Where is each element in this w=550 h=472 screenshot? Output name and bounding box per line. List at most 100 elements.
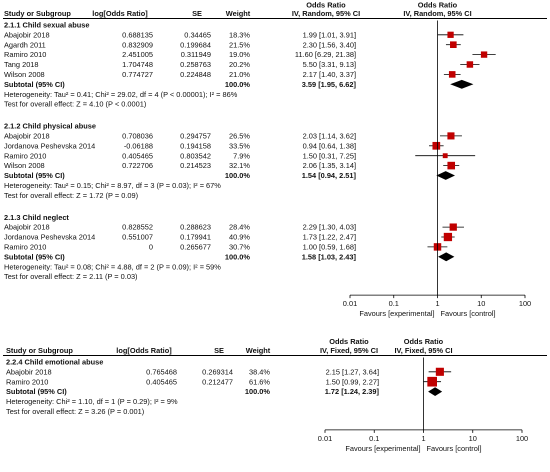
study-weight: 21.5%	[229, 40, 250, 49]
x-axis-tick-label: 0.1	[389, 299, 399, 308]
study-name: Ramiro 2010	[4, 243, 46, 252]
study-point-estimate	[448, 71, 456, 78]
header-weight: Weight	[246, 346, 271, 355]
study-se: 0.311949	[181, 50, 211, 59]
study-name: Jordanova Peshevska 2014	[4, 233, 95, 242]
study-log-odds: 0.551007	[122, 233, 153, 242]
study-name: Abajobir 2018	[4, 132, 50, 141]
study-name: Wilson 2008	[4, 70, 45, 79]
study-se: 0.269314	[202, 367, 233, 376]
header-plot-method: IV, Random, 95% CI	[403, 9, 471, 18]
study-ci: 2.03 [1.14, 3.62]	[303, 132, 356, 141]
study-se: 0.34465	[184, 30, 211, 39]
header-ci: IV, Fixed, 95% CI	[320, 346, 378, 355]
study-ci: 1.00 [0.59, 1.68]	[303, 243, 356, 252]
header-study: Study or Subgroup	[4, 9, 71, 18]
study-se: 0.294757	[180, 132, 211, 141]
study-ci: 2.30 [1.56, 3.40]	[303, 40, 356, 49]
study-name: Ramiro 2010	[4, 151, 46, 160]
study-se: 0.212477	[202, 377, 233, 386]
subtotal-ci: 1.72 [1.24, 2.39]	[325, 387, 380, 396]
subtotal-weight: 100.0%	[225, 80, 250, 89]
favours-right-label: Favours [control]	[441, 309, 496, 318]
header-weight: Weight	[226, 9, 251, 18]
study-weight: 33.5%	[229, 141, 250, 150]
study-weight: 18.3%	[229, 30, 250, 39]
subtotal-label: Subtotal (95% CI)	[6, 387, 67, 396]
study-point-estimate	[449, 223, 457, 231]
study-ci: 2.15 [1.27, 3.64]	[326, 367, 379, 376]
subtotal-ci: 1.58 [1.03, 2.43]	[302, 252, 357, 261]
study-point-estimate	[427, 376, 438, 387]
study-se: 0.179941	[180, 233, 211, 242]
study-point-estimate	[447, 132, 455, 140]
study-name: Abajobir 2018	[4, 30, 50, 39]
study-point-estimate	[442, 153, 448, 159]
study-point-estimate	[435, 367, 444, 376]
overall-effect-text: Test for overall effect: Z = 4.10 (P < 0…	[4, 100, 146, 109]
study-weight: 38.4%	[249, 367, 270, 376]
study-se: 0.288623	[180, 223, 211, 232]
or-column-title: Odds Ratio	[329, 337, 369, 346]
x-axis-tick-label: 0.01	[343, 299, 357, 308]
study-log-odds: -0.06188	[124, 141, 153, 150]
study-point-estimate	[450, 41, 457, 49]
plot-column-title: Odds Ratio	[404, 337, 444, 346]
study-log-odds: 0.832909	[122, 40, 153, 49]
x-axis-tick-label: 0.01	[318, 434, 332, 443]
study-weight: 21.0%	[229, 70, 250, 79]
study-name: Jordanova Peshevska 2014	[4, 141, 95, 150]
header-se: SE	[214, 346, 224, 355]
study-point-estimate	[466, 61, 474, 68]
study-weight: 40.9%	[229, 233, 250, 242]
study-se: 0.199684	[180, 40, 211, 49]
study-point-estimate	[443, 232, 453, 242]
study-se: 0.194158	[180, 141, 211, 150]
subtotal-weight: 100.0%	[245, 387, 270, 396]
subtotal-diamond	[436, 171, 455, 180]
heterogeneity-text: Heterogeneity: Tau² = 0.15; Chi² = 8.97,…	[4, 181, 221, 190]
subtotal-label: Subtotal (95% CI)	[4, 171, 65, 180]
header-study: Study or Subgroup	[6, 346, 73, 355]
study-se: 0.214523	[180, 161, 211, 170]
overall-effect-text: Test for overall effect: Z = 1.72 (P = 0…	[4, 191, 138, 200]
study-log-odds: 0.405465	[122, 151, 153, 160]
study-log-odds: 0.765468	[146, 367, 177, 376]
subtotal-ci: 1.54 [0.94, 2.51]	[302, 171, 357, 180]
study-se: 0.224848	[180, 70, 211, 79]
study-log-odds: 0.828552	[122, 223, 153, 232]
header-log-odds: log[Odds Ratio]	[116, 346, 172, 355]
overall-effect-text: Test for overall effect: Z = 3.26 (P = 0…	[6, 407, 144, 416]
study-log-odds: 0.774727	[122, 70, 153, 79]
x-axis-tick-label: 10	[469, 434, 477, 443]
study-ci: 1.50 [0.99, 2.27]	[326, 377, 379, 386]
study-weight: 19.0%	[229, 50, 250, 59]
study-name: Tang 2018	[4, 60, 39, 69]
header-ci: IV, Random, 95% CI	[292, 9, 360, 18]
x-axis-tick-label: 1	[435, 299, 439, 308]
study-ci: 2.29 [1.30, 4.03]	[303, 223, 356, 232]
study-ci: 11.60 [6.29, 21.38]	[295, 50, 356, 59]
study-weight: 28.4%	[229, 223, 250, 232]
study-name: Ramiro 2010	[4, 50, 46, 59]
subtotal-weight: 100.0%	[225, 252, 250, 261]
subtotal-label: Subtotal (95% CI)	[4, 252, 65, 261]
study-se: 0.265677	[180, 243, 211, 252]
overall-effect-text: Test for overall effect: Z = 2.11 (P = 0…	[4, 272, 138, 281]
study-log-odds: 2.451005	[122, 50, 153, 59]
subtotal-weight: 100.0%	[225, 171, 250, 180]
x-axis-tick-label: 0.1	[369, 434, 379, 443]
study-log-odds: 0	[149, 243, 153, 252]
header-plot-method: IV, Fixed, 95% CI	[394, 346, 452, 355]
subgroup-title: 2.1.2 Child physical abuse	[4, 122, 96, 131]
study-log-odds: 0.405465	[146, 377, 177, 386]
header-se: SE	[192, 9, 202, 18]
study-name: Ramiro 2010	[6, 377, 48, 386]
study-se: 0.803542	[180, 151, 211, 160]
study-weight: 32.1%	[229, 161, 250, 170]
subtotal-diamond	[428, 387, 443, 396]
x-axis-tick-label: 100	[516, 434, 528, 443]
study-ci: 2.17 [1.40, 3.37]	[303, 70, 356, 79]
study-point-estimate	[480, 51, 488, 58]
